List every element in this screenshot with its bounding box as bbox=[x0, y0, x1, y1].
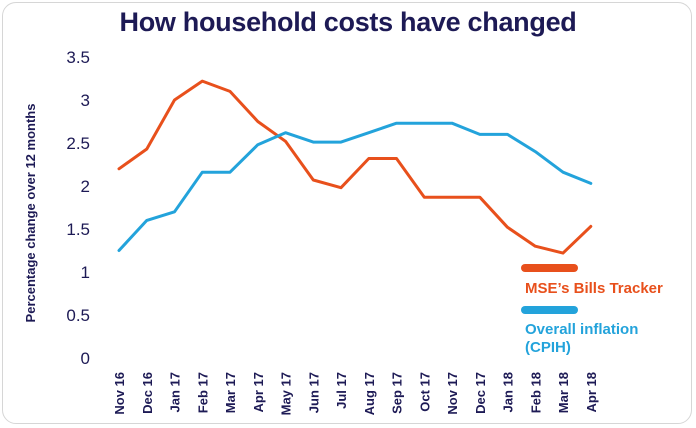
y-tick-label: 0.5 bbox=[66, 306, 90, 325]
legend: MSE’s Bills Tracker Overall inflation (C… bbox=[521, 264, 663, 356]
chart-title: How household costs have changed bbox=[119, 7, 577, 37]
series-line-cpih bbox=[117, 121, 593, 252]
x-tick-label: Jun 17 bbox=[306, 372, 321, 413]
y-tick-label: 3.5 bbox=[66, 48, 90, 67]
x-tick-label: Nov 16 bbox=[112, 372, 127, 415]
x-tick-label: Sep 17 bbox=[390, 372, 405, 414]
x-tick-label: Mar 18 bbox=[556, 372, 571, 413]
x-tick-label: Jan 17 bbox=[168, 372, 183, 412]
x-tick-label: Nov 17 bbox=[445, 372, 460, 415]
x-tick-label: Jan 18 bbox=[501, 372, 516, 412]
x-tick-label: Feb 18 bbox=[528, 372, 543, 413]
x-tick-label: Jul 17 bbox=[334, 372, 349, 409]
y-tick-label: 2.5 bbox=[66, 134, 90, 153]
x-tick-label: Dec 16 bbox=[140, 372, 155, 414]
legend-label-cpih-line2: (CPIH) bbox=[525, 339, 571, 356]
x-tick-label: Dec 17 bbox=[473, 372, 488, 414]
x-tick-label: Apr 18 bbox=[584, 372, 599, 412]
x-tick-label: Aug 17 bbox=[362, 372, 377, 415]
legend-label-bills-tracker: MSE’s Bills Tracker bbox=[525, 280, 663, 297]
x-tick-label: May 17 bbox=[279, 372, 294, 415]
y-tick-label: 3 bbox=[81, 91, 90, 110]
x-tick-label: Feb 17 bbox=[195, 372, 210, 413]
x-tick-label: Apr 17 bbox=[251, 372, 266, 412]
y-tick-label: 0 bbox=[81, 349, 90, 368]
x-tick-label: Mar 17 bbox=[223, 372, 238, 413]
x-tick-label: Oct 17 bbox=[417, 372, 432, 412]
x-axis-ticks: Nov 16 Dec 16 Jan 17 Feb 17 Mar 17 Apr 17 May … bbox=[112, 372, 599, 415]
y-axis-ticks: 0 0.5 1 1.5 2 2.5 3 3.5 bbox=[66, 48, 90, 368]
y-tick-label: 1 bbox=[81, 263, 90, 282]
y-tick-label: 2 bbox=[81, 177, 90, 196]
series-line-bills-tracker bbox=[117, 79, 593, 255]
y-axis-label: Percentage change over 12 months bbox=[23, 104, 38, 323]
series-lines bbox=[117, 79, 593, 255]
chart-frame bbox=[2, 2, 692, 424]
y-tick-label: 1.5 bbox=[66, 220, 90, 239]
legend-label-cpih-line1: Overall inflation bbox=[525, 321, 638, 338]
